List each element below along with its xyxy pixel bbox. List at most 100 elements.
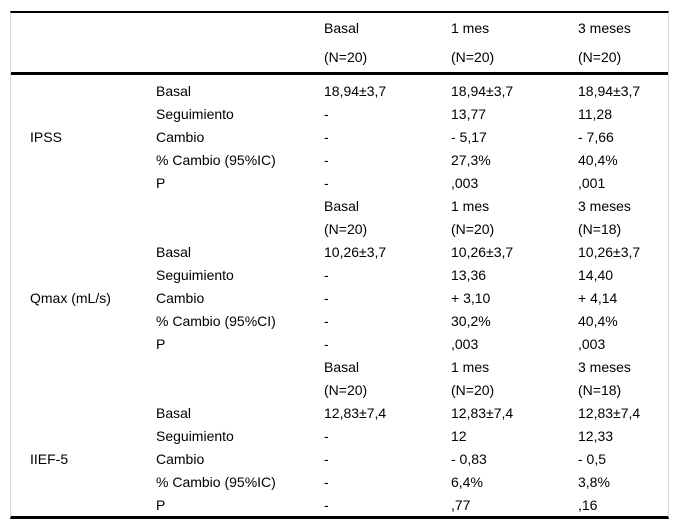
- section-label-iief5: IIEF-5: [30, 450, 69, 467]
- value-cell: 13,36: [451, 266, 487, 283]
- value-cell: - 7,66: [578, 128, 614, 145]
- section-label-qmax: Qmax (mL/s): [30, 289, 111, 306]
- value-cell: -: [324, 151, 329, 168]
- value-cell: 12,83±7,4: [324, 404, 387, 421]
- empty-cell: [11, 217, 156, 240]
- col-header-time: 3 meses: [578, 19, 631, 36]
- value-cell: -: [324, 105, 329, 122]
- value-cell: 18,94±3,7: [451, 82, 514, 99]
- col-header-time: Basal: [324, 19, 360, 36]
- value-cell: -: [324, 496, 329, 513]
- value-cell: -: [324, 289, 329, 306]
- empty-cell: [156, 355, 321, 378]
- col-header-n: (N=20): [451, 220, 495, 237]
- table-row: % Cambio (95%IC) - 6,4% 3,8%: [11, 470, 668, 493]
- value-cell: 12,83±7,4: [578, 404, 641, 421]
- table-row: Cambio - - 0,83 - 0,5: [11, 447, 668, 470]
- table-body: IPSS Basal 18,94±3,7 18,94±3,7 18,94±3,7…: [11, 74, 668, 517]
- value-cell: -: [324, 128, 329, 145]
- table-row: Seguimiento - 12 12,33: [11, 424, 668, 447]
- table-row: P - ,003 ,001: [11, 171, 668, 194]
- value-cell: 11,28: [578, 105, 612, 122]
- table-row: IPSS Basal 18,94±3,7 18,94±3,7 18,94±3,7: [11, 74, 668, 144]
- value-cell: ,001: [578, 174, 606, 191]
- value-cell: 18,94±3,7: [578, 82, 641, 99]
- row-label: Basal: [156, 243, 192, 260]
- value-cell: - 5,17: [451, 128, 487, 145]
- col-header-n: (N=20): [321, 42, 448, 75]
- row-label: P: [156, 174, 166, 191]
- empty-cell: [11, 13, 156, 42]
- value-cell: 3,8%: [578, 473, 610, 490]
- col-header-time: 3 meses: [578, 197, 631, 214]
- col-header-n: (N=20): [324, 220, 368, 237]
- table-row: P - ,003 ,003: [11, 332, 668, 355]
- table-row: Seguimiento - 13,36 14,40: [11, 263, 668, 286]
- col-header-n: (N=18): [578, 381, 622, 398]
- value-cell: + 4,14: [578, 289, 618, 306]
- value-cell: -: [324, 473, 329, 490]
- value-cell: ,16: [578, 496, 598, 513]
- empty-cell: [156, 194, 321, 217]
- col-header-time: 1 mes: [451, 358, 490, 375]
- value-cell: -: [324, 174, 329, 191]
- row-label: P: [156, 496, 166, 513]
- value-cell: 14,40: [578, 266, 614, 283]
- row-label: P: [156, 335, 166, 352]
- table-row: Cambio - - 5,17 - 7,66: [11, 125, 668, 148]
- empty-cell: [11, 42, 156, 75]
- value-cell: 12: [451, 427, 467, 444]
- empty-cell: [11, 194, 156, 217]
- value-cell: + 3,10: [451, 289, 491, 306]
- value-cell: -: [324, 266, 329, 283]
- empty-cell: [156, 42, 321, 75]
- row-label: Basal: [156, 404, 192, 421]
- value-cell: - 0,83: [451, 450, 487, 467]
- col-header-n: (N=20): [448, 42, 575, 75]
- row-label: Seguimiento: [156, 427, 234, 444]
- results-table: Basal 1 mes 3 meses (N=20) (N=20) (N=20)…: [11, 13, 668, 516]
- value-cell: -: [324, 450, 329, 467]
- row-label: % Cambio (95%IC): [156, 473, 276, 490]
- table-row: Seguimiento - 13,77 11,28: [11, 102, 668, 125]
- table-row: IIEF-5 Basal 12,83±7,4 12,83±7,4 12,83±7…: [11, 401, 668, 466]
- table-row: Qmax (mL/s) Basal 10,26±3,7 10,26±3,7 10…: [11, 240, 668, 305]
- table-row: % Cambio (95%IC) - 27,3% 40,4%: [11, 148, 668, 171]
- results-table-frame: Basal 1 mes 3 meses (N=20) (N=20) (N=20)…: [10, 11, 669, 519]
- row-label: Basal: [156, 82, 192, 99]
- subheader-n-row: (N=20) (N=20) (N=18): [11, 217, 668, 240]
- value-cell: 13,77: [451, 105, 487, 122]
- value-cell: -: [324, 312, 329, 329]
- col-header-time: 1 mes: [451, 197, 490, 214]
- subheader-time-row: Basal 1 mes 3 meses: [11, 355, 668, 378]
- row-label: % Cambio (95%CI): [156, 312, 276, 329]
- row-label: Seguimiento: [156, 266, 234, 283]
- value-cell: ,77: [451, 496, 471, 513]
- value-cell: 27,3%: [451, 151, 491, 168]
- table-header: Basal 1 mes 3 meses (N=20) (N=20) (N=20): [11, 13, 668, 75]
- col-header-n: (N=18): [578, 220, 622, 237]
- value-cell: 6,4%: [451, 473, 483, 490]
- value-cell: - 0,5: [578, 450, 607, 467]
- col-header-time: Basal: [324, 197, 360, 214]
- empty-cell: [156, 13, 321, 42]
- row-label: Cambio: [156, 289, 205, 306]
- header-n-row: (N=20) (N=20) (N=20): [11, 42, 668, 75]
- subheader-time-row: Basal 1 mes 3 meses: [11, 194, 668, 217]
- empty-cell: [156, 378, 321, 401]
- col-header-time: Basal: [324, 358, 360, 375]
- row-label: Cambio: [156, 450, 205, 467]
- row-label: Cambio: [156, 128, 205, 145]
- col-header-n: (N=20): [324, 381, 368, 398]
- value-cell: 18,94±3,7: [324, 82, 387, 99]
- value-cell: 10,26±3,7: [451, 243, 514, 260]
- col-header-n: (N=20): [451, 381, 495, 398]
- table-row: Cambio - + 3,10 + 4,14: [11, 286, 668, 309]
- value-cell: 40,4%: [578, 312, 618, 329]
- empty-cell: [11, 355, 156, 378]
- value-cell: 30,2%: [451, 312, 491, 329]
- col-header-time: 1 mes: [451, 19, 490, 36]
- row-label: % Cambio (95%IC): [156, 151, 276, 168]
- table-row: % Cambio (95%CI) - 30,2% 40,4%: [11, 309, 668, 332]
